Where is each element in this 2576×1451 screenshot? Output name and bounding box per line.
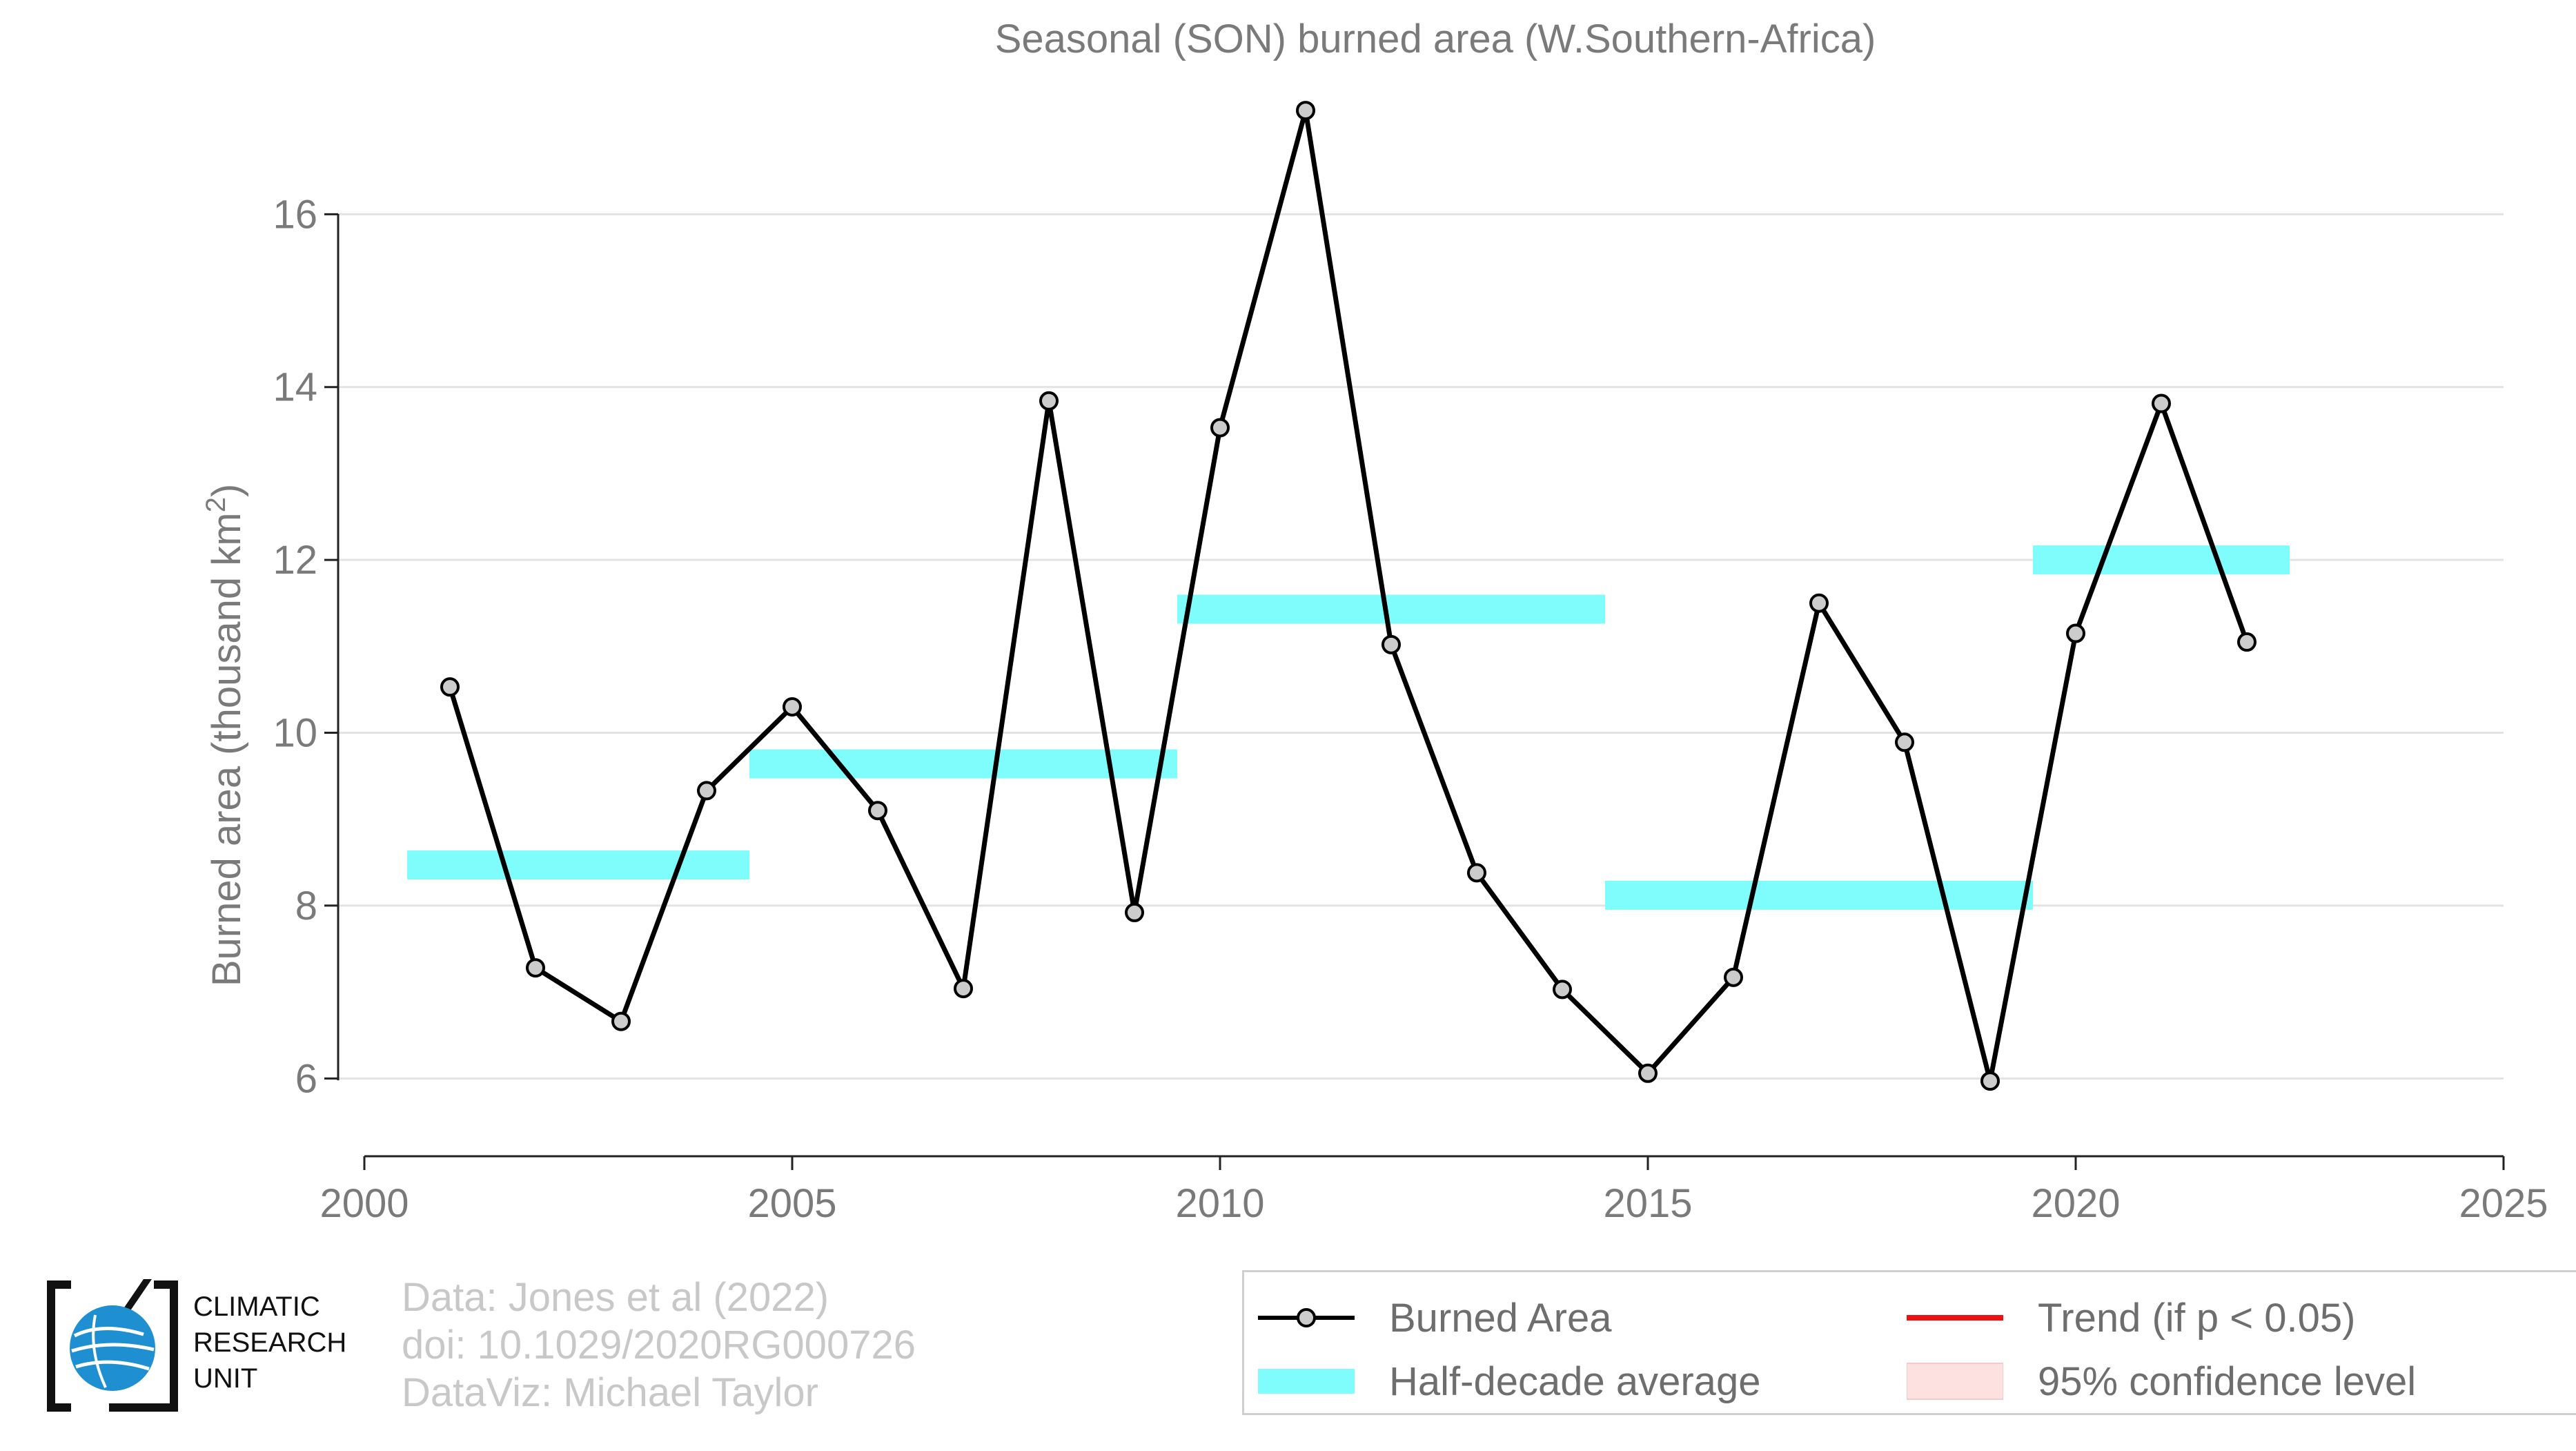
- y-axis-label-superscript: 2: [201, 497, 231, 512]
- logo-line-2: RESEARCH: [193, 1327, 347, 1358]
- x-tick-labels: 2000 2005 2010 2015 2020 2025: [319, 1181, 2548, 1226]
- y-tick-label: 6: [295, 1056, 317, 1101]
- data-point: [1724, 967, 1743, 987]
- data-point: [1809, 593, 1829, 613]
- data-point: [2237, 632, 2257, 652]
- data-point: [1980, 1071, 2000, 1091]
- y-axis-label: Burned area (thousand km2): [201, 484, 249, 986]
- chart: Seasonal (SON) burned area (W.Southern-A…: [201, 17, 2548, 1226]
- y-axis-label-text: Burned area (thousand km: [204, 512, 249, 986]
- x-tick-label: 2015: [1603, 1181, 1692, 1226]
- data-point: [954, 979, 973, 999]
- logo-line-1: CLIMATIC: [193, 1292, 320, 1322]
- legend-item-confidence: 95% confidence level: [1906, 1354, 2417, 1409]
- half-decade-bar: [1605, 880, 2033, 910]
- x-tick-label: 2010: [1175, 1181, 1264, 1226]
- chart-title: Seasonal (SON) burned area (W.Southern-A…: [995, 17, 1876, 61]
- data-point: [440, 677, 460, 697]
- data-point: [526, 958, 545, 978]
- axes: [324, 213, 2505, 1170]
- data-point: [697, 781, 716, 801]
- y-tick-label: 10: [273, 711, 317, 756]
- half-decade-bars: [407, 545, 2290, 910]
- x-tick-label: 2005: [747, 1181, 836, 1226]
- half-decade-bar: [407, 850, 749, 880]
- legend-label-trend: Trend (if p < 0.05): [2038, 1295, 2356, 1341]
- data-point: [1039, 391, 1059, 411]
- legend-cyan-bar-icon: [1258, 1361, 1355, 1402]
- legend-item-trend: Trend (if p < 0.05): [1907, 1290, 2355, 1345]
- x-tick-label: 2025: [2459, 1181, 2548, 1226]
- y-tick-label: 12: [273, 538, 317, 583]
- y-tick-labels: 6 8 10 12 14 16: [273, 192, 317, 1101]
- y-tick-label: 8: [295, 884, 317, 928]
- legend-red-line-icon: [1907, 1297, 2003, 1338]
- y-tick-label: 16: [273, 192, 317, 237]
- burned-area-series: [440, 101, 2257, 1091]
- data-credits: Data: Jones et al (2022) doi: 10.1029/20…: [402, 1274, 916, 1416]
- data-point: [1553, 980, 1572, 1000]
- credit-doi: doi: 10.1029/2020RG000726: [402, 1323, 916, 1367]
- legend-pink-band-icon: [1906, 1361, 2004, 1402]
- legend-label-half-decade: Half-decade average: [1389, 1359, 1761, 1404]
- grid-lines: [337, 213, 2504, 1080]
- legend-label-confidence: 95% confidence level: [2038, 1359, 2417, 1404]
- data-point: [2152, 393, 2171, 413]
- cru-logo: CLIMATIC RESEARCH UNIT: [40, 1274, 364, 1419]
- data-point: [868, 801, 887, 821]
- legend-line-marker-icon: [1258, 1297, 1355, 1338]
- data-point: [1638, 1063, 1658, 1083]
- legend-item-burned-area: Burned Area: [1258, 1290, 1611, 1345]
- data-point: [783, 697, 802, 717]
- data-point: [1125, 902, 1144, 922]
- burned-area-line: [447, 108, 2250, 1084]
- logo-text: CLIMATIC RESEARCH UNIT: [193, 1289, 346, 1396]
- credit-data-source: Data: Jones et al (2022): [402, 1275, 829, 1320]
- half-decade-bar: [2033, 545, 2290, 575]
- credit-dataviz: DataViz: Michael Taylor: [402, 1370, 818, 1415]
- legend: Burned Area Half-decade average Trend (i…: [1242, 1270, 2576, 1415]
- data-point: [1895, 732, 1914, 752]
- x-tick-label: 2000: [319, 1181, 409, 1226]
- data-point: [2066, 623, 2085, 643]
- globe-logo-icon: [47, 1279, 178, 1412]
- data-point: [1210, 418, 1230, 438]
- data-point: [1296, 101, 1315, 121]
- data-point: [1382, 634, 1401, 654]
- legend-label-burned-area: Burned Area: [1389, 1295, 1612, 1341]
- legend-item-half-decade: Half-decade average: [1258, 1354, 1760, 1409]
- data-point: [611, 1011, 631, 1031]
- half-decade-bar: [1177, 594, 1605, 624]
- y-axis-label-close: ): [204, 484, 249, 497]
- x-tick-label: 2020: [2031, 1181, 2120, 1226]
- y-tick-label: 14: [273, 365, 317, 410]
- data-point: [1467, 863, 1486, 883]
- logo-line-3: UNIT: [193, 1363, 258, 1394]
